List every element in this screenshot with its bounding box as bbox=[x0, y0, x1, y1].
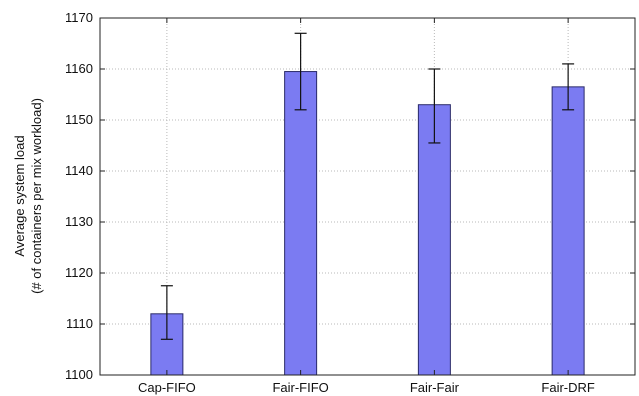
bars bbox=[150, 71, 585, 376]
y-tick-label: 1110 bbox=[66, 316, 93, 331]
x-tick-label: Fair-FIFO bbox=[272, 380, 328, 395]
y-tick-label: 1130 bbox=[65, 214, 93, 229]
y-tick-labels: 1100 1110 1120 1130 1140 1150 1160 1170 bbox=[65, 10, 93, 382]
bar-fair-fifo bbox=[284, 71, 318, 376]
axis-ticks bbox=[100, 17, 635, 376]
x-tick-label: Fair-DRF bbox=[541, 380, 594, 395]
y-axis-title-line2: (# of containers per mix workload) bbox=[29, 98, 44, 294]
x-tick-label: Fair-Fair bbox=[410, 380, 460, 395]
y-axis-title-line1: Average system load bbox=[12, 135, 27, 256]
plot-frame bbox=[99, 17, 636, 376]
y-tick-label: 1140 bbox=[65, 163, 93, 178]
x-tick-labels: Cap-FIFO Fair-FIFO Fair-Fair Fair-DRF bbox=[138, 380, 595, 395]
y-tick-label: 1100 bbox=[65, 367, 93, 382]
x-tick-label: Cap-FIFO bbox=[138, 380, 196, 395]
y-tick-label: 1160 bbox=[65, 61, 93, 76]
y-tick-label: 1170 bbox=[65, 10, 93, 25]
bar-fair-drf bbox=[551, 86, 585, 376]
error-bars bbox=[160, 32, 575, 340]
bar-fair-fair bbox=[417, 104, 451, 376]
y-tick-label: 1150 bbox=[65, 112, 93, 127]
y-tick-label: 1120 bbox=[65, 265, 93, 280]
